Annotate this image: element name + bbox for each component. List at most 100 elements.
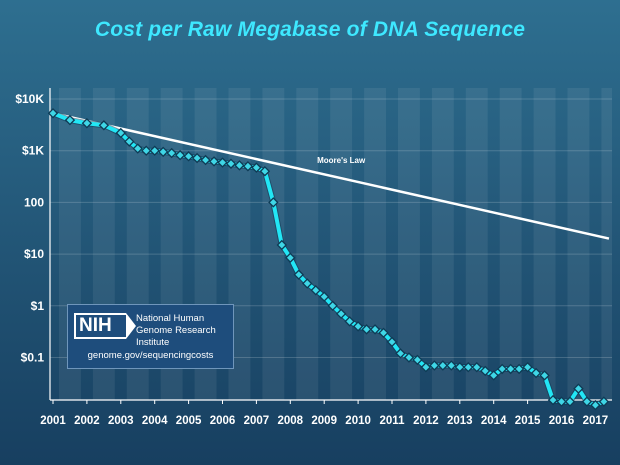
data-point (378, 327, 389, 339)
data-point (310, 285, 321, 296)
moores-law-label: Moore's Law (317, 156, 366, 165)
background-band (364, 88, 386, 400)
nih-logo-mark: NIH (74, 313, 136, 339)
data-point (395, 348, 406, 359)
data-point (513, 363, 525, 375)
data-point (217, 157, 228, 168)
x-tick-label: 2009 (311, 415, 337, 427)
data-point (335, 308, 347, 320)
data-point (251, 162, 262, 173)
data-point (454, 361, 466, 373)
background-band (465, 88, 488, 400)
x-tick-label: 2008 (278, 415, 304, 427)
background-band (398, 88, 420, 400)
x-tick-label: 2003 (108, 415, 134, 427)
data-point (530, 367, 542, 379)
data-point (420, 361, 432, 373)
data-point (437, 360, 449, 371)
data-point (293, 269, 304, 280)
data-point (598, 396, 610, 407)
y-tick-label: $1K (22, 144, 44, 158)
data-point (352, 321, 364, 332)
y-tick-label: $10K (15, 92, 44, 106)
data-point (539, 370, 550, 381)
background-band (262, 88, 285, 400)
data-point (547, 394, 559, 406)
data-point (157, 146, 169, 158)
data-point (259, 166, 271, 177)
data-point (412, 354, 423, 366)
x-tick-label: 2013 (447, 415, 473, 427)
data-point (115, 127, 127, 139)
sequencing-costs-url: genome.gov/sequencingcosts (87, 350, 214, 361)
data-point (573, 383, 584, 394)
data-point (488, 370, 499, 381)
data-point (200, 154, 211, 166)
background-band (533, 88, 556, 400)
x-tick-label: 2001 (40, 415, 66, 427)
data-point (225, 158, 237, 169)
x-tick-label: 2015 (515, 415, 541, 427)
background-band (567, 88, 590, 400)
background-band (431, 88, 454, 400)
y-tick-label: $1 (31, 299, 45, 313)
x-tick-label: 2017 (583, 415, 609, 427)
data-point (505, 363, 516, 375)
data-point (327, 300, 338, 312)
data-point (463, 361, 474, 373)
data-point (132, 143, 143, 154)
x-tick-label: 2014 (481, 415, 507, 427)
data-point (446, 360, 457, 371)
x-tick-label: 2011 (380, 415, 406, 427)
data-point (386, 336, 398, 348)
data-point (285, 252, 296, 263)
chart-title: Cost per Raw Megabase of DNA Sequence (94, 18, 526, 41)
y-tick-label: $0.1 (21, 351, 45, 365)
background-band (499, 88, 522, 400)
x-tick-label: 2012 (413, 415, 439, 427)
data-point (302, 278, 313, 289)
data-point (564, 396, 576, 407)
background-band (330, 88, 353, 400)
background-band (601, 88, 612, 400)
data-point (174, 149, 186, 161)
data-point (234, 160, 245, 171)
data-point (242, 161, 254, 172)
x-tick-label: 2004 (142, 415, 168, 427)
data-point (480, 365, 491, 377)
x-tick-label: 2006 (210, 415, 236, 427)
x-tick-label: 2007 (244, 415, 270, 427)
data-point (183, 151, 194, 162)
data-point (471, 361, 482, 373)
data-point (522, 361, 533, 373)
x-tick-label: 2010 (345, 415, 371, 427)
moores-law-line (52, 112, 610, 240)
data-point (149, 145, 160, 156)
nih-organization-name: National Human Genome Research Institute (136, 313, 216, 348)
data-point (403, 352, 415, 363)
background-band (296, 88, 319, 400)
data-point (496, 363, 508, 375)
data-point (98, 120, 110, 131)
data-point (268, 197, 279, 208)
data-point (124, 136, 135, 147)
data-point (581, 396, 593, 407)
data-point (276, 239, 288, 251)
x-tick-label: 2002 (74, 415, 100, 427)
data-point (64, 114, 76, 126)
data-point (81, 118, 93, 129)
y-tick-label: $10 (24, 247, 44, 261)
data-point (208, 156, 220, 167)
data-point (141, 145, 152, 156)
data-point (556, 396, 567, 407)
x-tick-label: 2005 (176, 415, 202, 427)
y-tick-label: 100 (24, 195, 44, 209)
data-point (47, 108, 59, 119)
data-point (344, 316, 355, 327)
nih-logo-panel: NIH National Human Genome Research Insti… (67, 304, 234, 369)
data-point (166, 147, 177, 159)
data-point (590, 399, 601, 411)
data-point (191, 152, 203, 164)
